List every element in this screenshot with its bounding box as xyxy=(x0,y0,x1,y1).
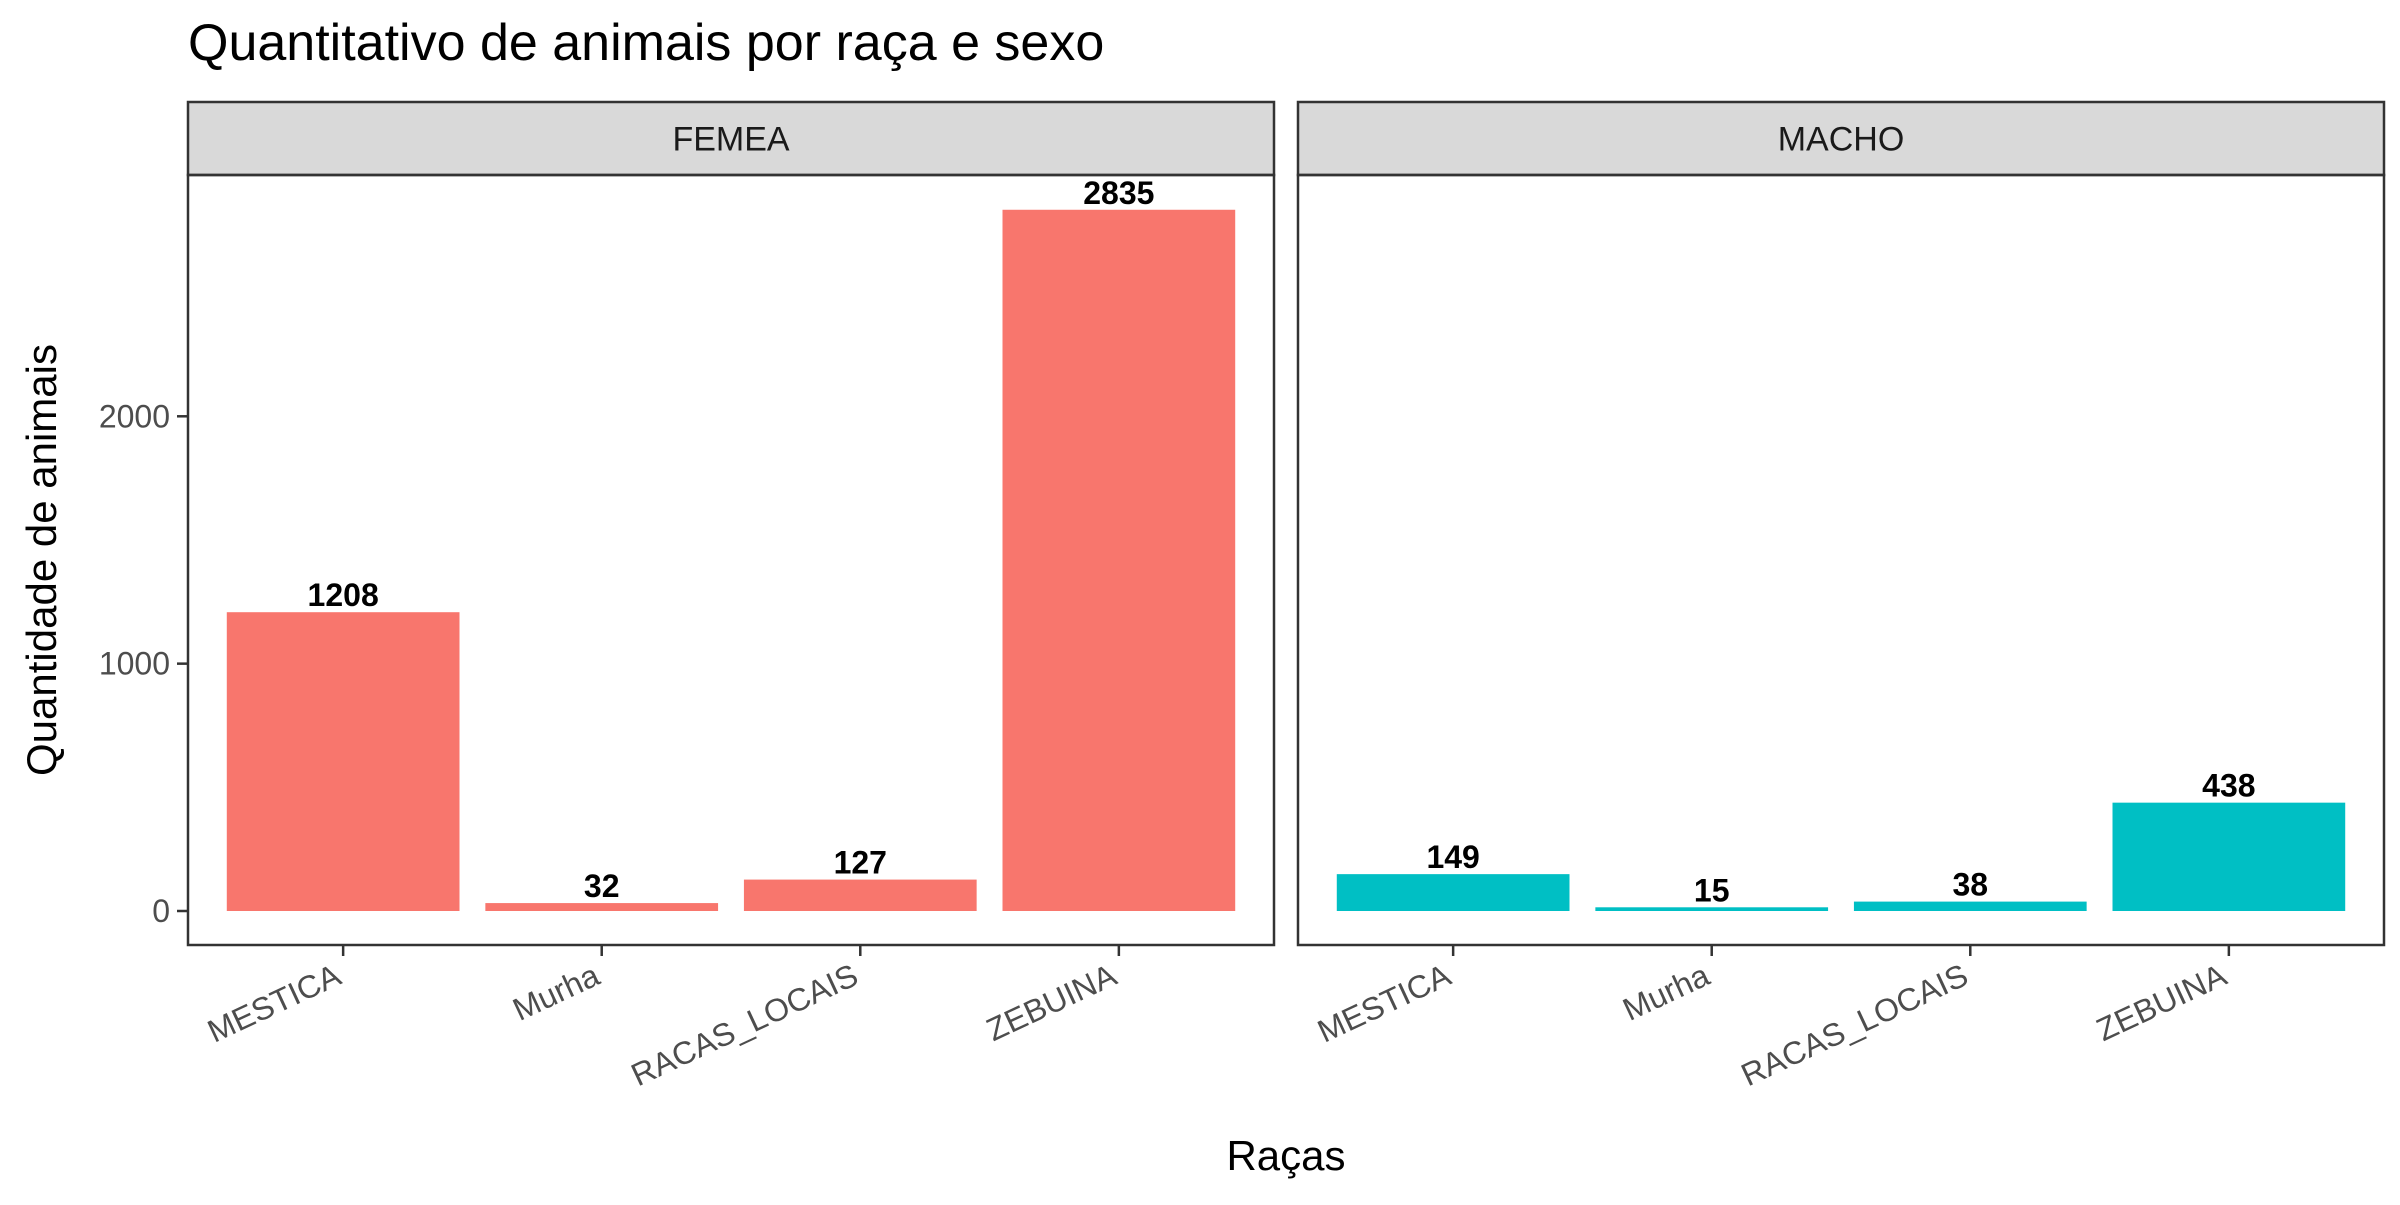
x-tick-label: Murha xyxy=(507,957,605,1028)
facet-strip-label: MACHO xyxy=(1778,121,1905,159)
x-tick-label: RACAS_LOCAIS xyxy=(1736,957,1974,1093)
bar-value-label: 438 xyxy=(2202,768,2255,804)
bar xyxy=(1002,209,1236,911)
bar xyxy=(743,879,977,911)
bar-value-label: 32 xyxy=(584,868,620,904)
facet-panels: FEMEA 1208 MESTICA 32 Murha 127 RACAS_LOCAIS 28… xyxy=(99,100,2386,1093)
y-tick-label: 0 xyxy=(152,893,170,929)
y-tick-label: 1000 xyxy=(99,646,170,682)
facet-strip xyxy=(186,100,1276,177)
panel-border xyxy=(186,173,1276,947)
bar xyxy=(485,903,719,911)
bar xyxy=(2112,802,2346,911)
x-tick-label: Murha xyxy=(1617,957,1715,1028)
facet-strip xyxy=(1296,100,2386,177)
x-tick-label: MESTICA xyxy=(202,956,347,1049)
bar-value-label: 38 xyxy=(1952,867,1988,903)
bar xyxy=(1336,874,1570,911)
bar-value-label: 127 xyxy=(834,845,887,881)
facet-strip-label: FEMEA xyxy=(672,121,789,159)
x-tick-label: ZEBUINA xyxy=(2091,956,2233,1048)
bar xyxy=(226,612,460,911)
bar-value-label: 15 xyxy=(1694,872,1730,908)
y-axis-title: Quantidade de animais xyxy=(18,344,65,776)
bar xyxy=(1853,901,2087,911)
bar-value-label: 2835 xyxy=(1083,175,1154,211)
x-axis-title: Raças xyxy=(1226,1132,1345,1179)
x-tick-label: MESTICA xyxy=(1312,956,1457,1049)
chart-title: Quantitativo de animais por raça e sexo xyxy=(188,14,1104,72)
bar-value-label: 1208 xyxy=(308,577,379,613)
panel-border xyxy=(1296,173,2386,947)
bar-value-label: 149 xyxy=(1426,839,1479,875)
bar xyxy=(1595,907,1829,911)
x-tick-label: RACAS_LOCAIS xyxy=(626,957,864,1093)
y-tick-label: 2000 xyxy=(99,398,170,434)
x-tick-label: ZEBUINA xyxy=(981,956,1123,1048)
